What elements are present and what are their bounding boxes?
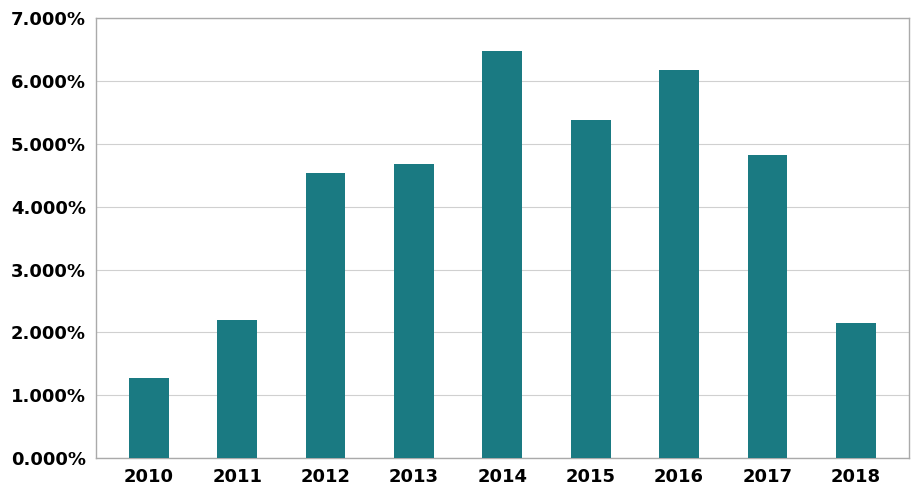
Bar [217, 320, 256, 458]
Bar [659, 70, 698, 458]
Bar [129, 378, 168, 458]
Bar [835, 323, 875, 458]
Bar [393, 164, 434, 458]
Bar [570, 120, 610, 458]
Bar [305, 173, 346, 458]
Bar [482, 51, 522, 458]
Bar [747, 155, 787, 458]
